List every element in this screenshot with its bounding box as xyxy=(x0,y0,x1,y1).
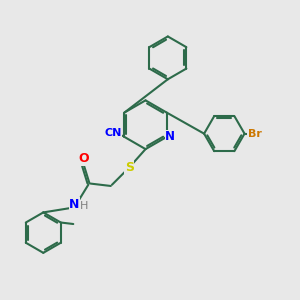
Text: CN: CN xyxy=(104,128,122,138)
Text: O: O xyxy=(79,152,89,165)
Text: H: H xyxy=(80,201,88,211)
Text: N: N xyxy=(69,198,80,211)
Text: N: N xyxy=(165,130,175,143)
Text: S: S xyxy=(125,161,134,174)
Text: Br: Br xyxy=(248,129,262,139)
Text: C: C xyxy=(107,128,116,138)
